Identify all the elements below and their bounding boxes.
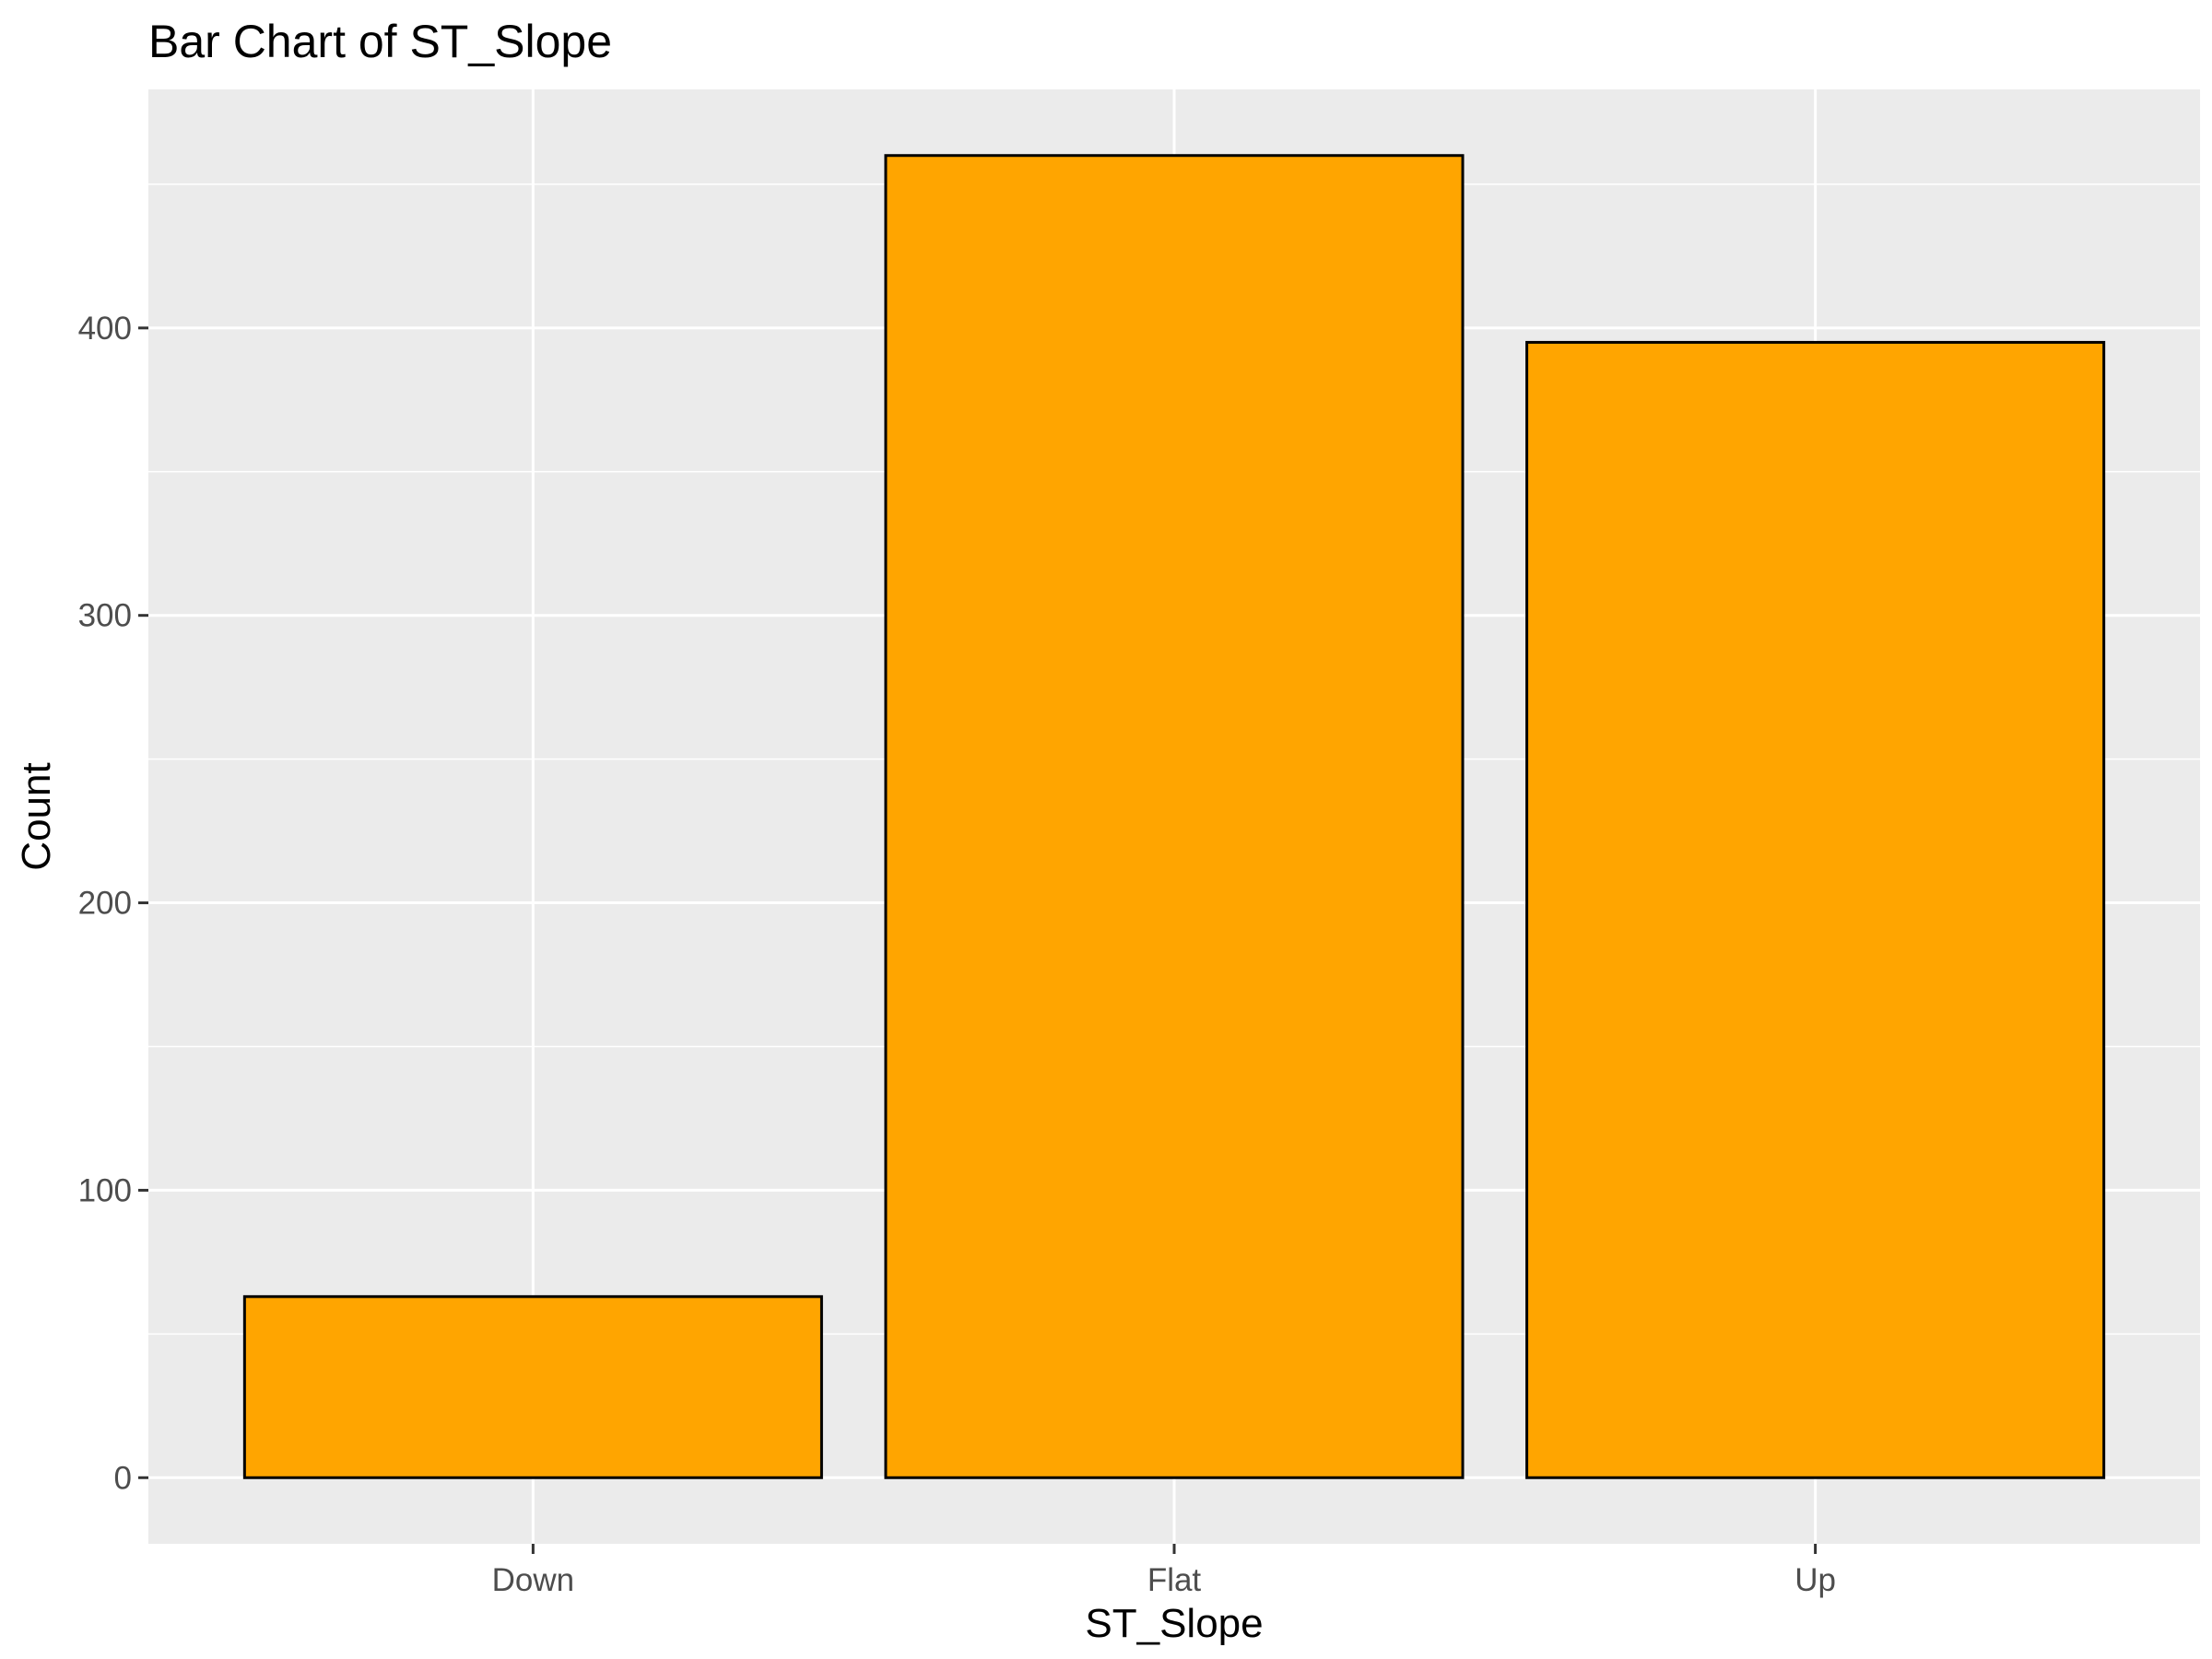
bar-flat: [884, 154, 1465, 1479]
x-tick-label: Flat: [1147, 1562, 1202, 1598]
x-tick-label: Down: [492, 1562, 574, 1598]
y-axis-title: Count: [14, 762, 59, 870]
y-axis: 0 100 200 300 400: [78, 311, 148, 1496]
chart-title: Bar Chart of ST_Slope: [148, 16, 612, 67]
bar-down: [242, 1295, 823, 1479]
x-axis: Down Flat Up: [492, 1544, 1836, 1598]
bars: [242, 154, 2106, 1479]
y-tick-label: 400: [78, 311, 132, 347]
x-axis-title: ST_Slope: [1085, 1601, 1263, 1646]
y-tick-label: 100: [78, 1172, 132, 1208]
y-tick-label: 0: [114, 1460, 132, 1496]
y-tick-label: 200: [78, 886, 132, 922]
bar-up: [1525, 340, 2106, 1479]
x-tick-label: Up: [1794, 1562, 1836, 1598]
y-tick-label: 300: [78, 598, 132, 634]
